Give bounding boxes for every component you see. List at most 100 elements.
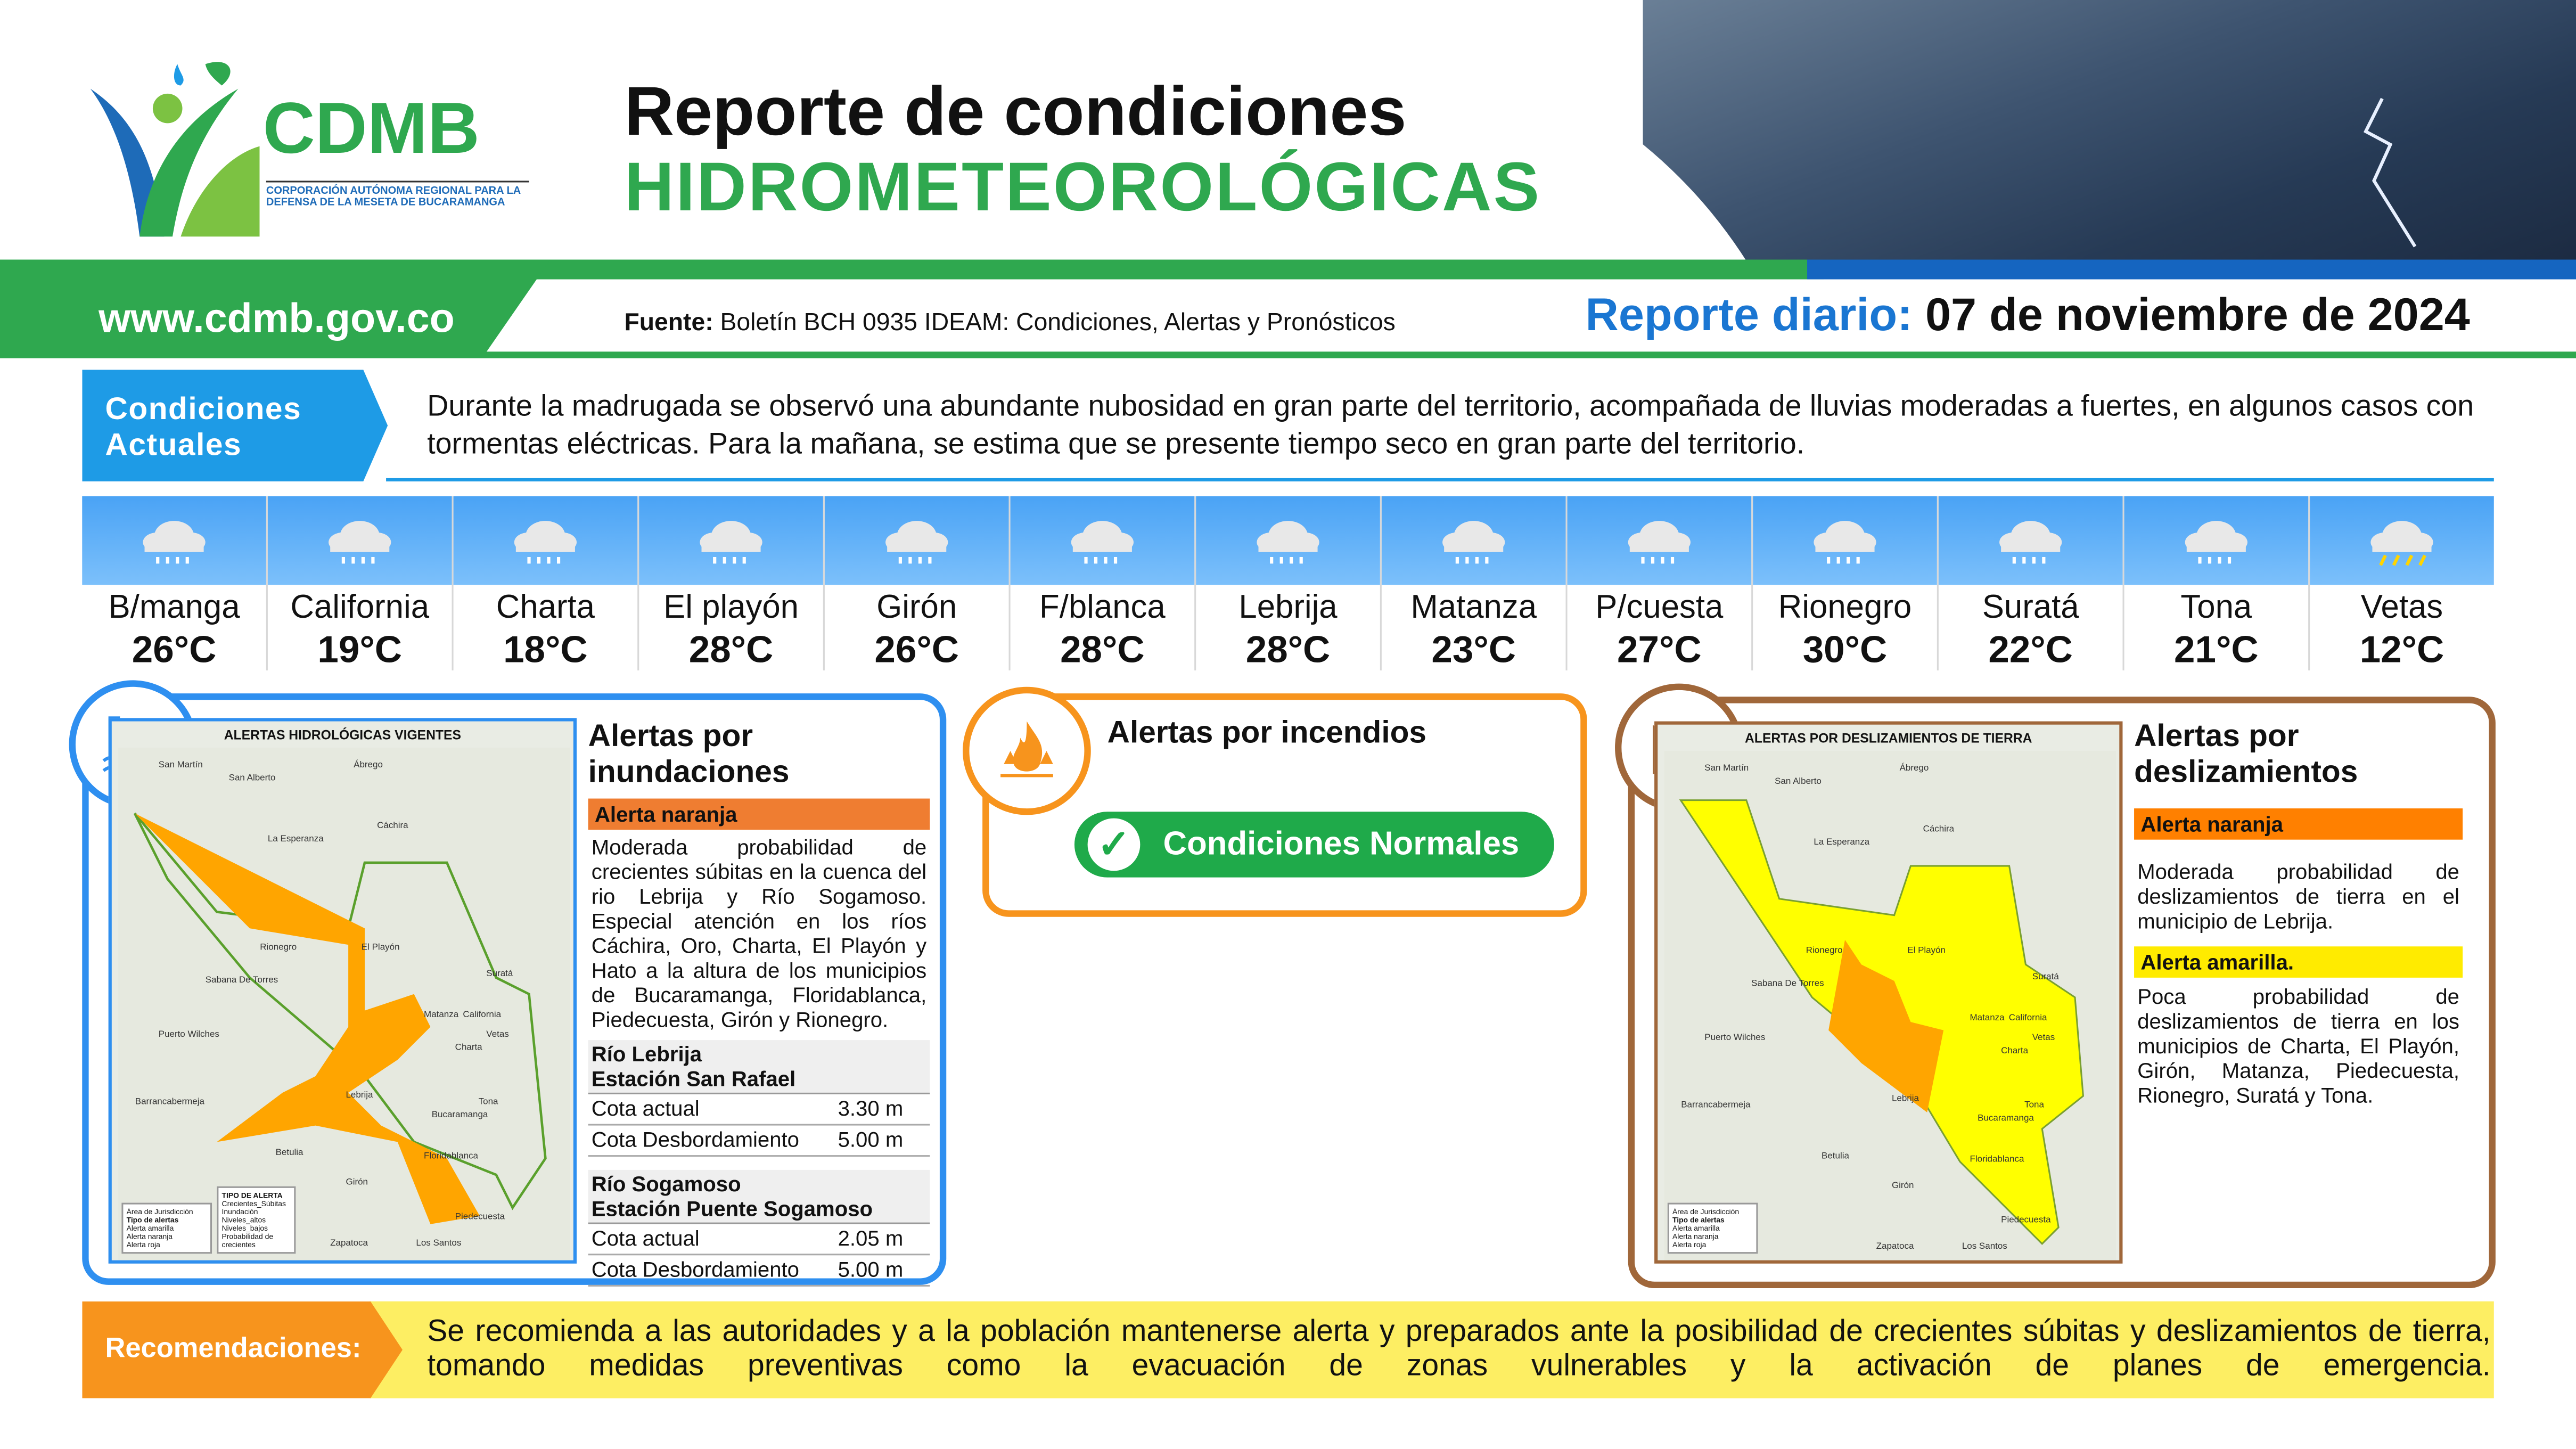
map-legend-alert-types: TIPO DE ALERTA Crecientes_Súbitas Inunda… <box>217 1186 296 1254</box>
map-place-label: San Martín <box>1704 764 1749 774</box>
landslide-alert-level: Alerta amarilla. <box>2134 946 2463 978</box>
city-name: California <box>290 590 430 626</box>
map-place-label: La Esperanza <box>267 835 324 845</box>
map-place-label: Matanza <box>1970 1013 2005 1024</box>
recommendations-bar <box>370 1301 2494 1398</box>
storm-banner-image <box>1643 0 2576 263</box>
landslide-alert-text: Poca probabilidad de deslizamientos de t… <box>2137 984 2459 1108</box>
map-place-label: Floridablanca <box>1970 1155 2024 1165</box>
station-header: Río Lebrija Estación San Rafael <box>588 1040 930 1094</box>
landslide-alert-details: Alertas por deslizamientos Alerta naranj… <box>2134 719 2463 1114</box>
legend-item: Alerta amarilla <box>1672 1224 1720 1233</box>
map-place-label: Lebrija <box>1891 1094 1919 1104</box>
fire-title: Alertas por incendios <box>1107 716 1427 751</box>
rain-cloud-icon <box>82 496 266 585</box>
map-place-label: Matanza <box>424 1010 459 1020</box>
city-name: P/cuesta <box>1595 590 1724 626</box>
map-place-label: Bucaramanga <box>1978 1115 2034 1125</box>
map-place-label: Ábrego <box>354 761 383 771</box>
map-place-label: Barrancabermeja <box>1681 1101 1751 1111</box>
map-place-label: Betulia <box>1822 1152 1849 1163</box>
row-label: Cota Desbordamiento <box>591 1127 799 1152</box>
table-row: Cota Desbordamiento 5.00 m <box>588 1126 930 1157</box>
map-place-label: Los Santos <box>1962 1242 2007 1253</box>
weather-item: F/blanca 28°C <box>1010 496 1196 670</box>
map-place-label: Sabana De Torres <box>205 976 278 987</box>
city-temperature: 26°C <box>874 627 959 670</box>
city-name: Charta <box>496 590 595 626</box>
map-place-label: California <box>2008 1013 2047 1024</box>
landslide-alert-map[interactable]: ALERTAS POR DESLIZAMIENTOS DE TIERRA Áre… <box>1654 721 2123 1264</box>
row-label: Cota actual <box>591 1225 700 1251</box>
city-name: Matanza <box>1410 590 1537 626</box>
landslide-alert-text: Moderada probabilidad de deslizamientos … <box>2137 859 2459 934</box>
city-name: Suratá <box>1982 590 2079 626</box>
map-place-label: Girón <box>1891 1182 1914 1192</box>
map-legend: Área de Jurisdicción Tipo de alertas Ale… <box>121 1202 212 1254</box>
legend-area: Área de Jurisdicción <box>126 1207 193 1216</box>
weather-item: P/cuesta 27°C <box>1567 496 1753 670</box>
row-value: 5.00 m <box>838 1127 904 1152</box>
map-place-label: Vetas <box>2032 1034 2055 1044</box>
legend-item: Niveles_altos <box>221 1216 266 1224</box>
map-place-label: San Martín <box>158 761 203 771</box>
fire-status-text: Condiciones Normales <box>1163 825 1520 862</box>
flood-alert-text: Moderada probabilidad de crecientes súbi… <box>591 834 927 1032</box>
city-temperature: 27°C <box>1617 627 1702 670</box>
map-place-label: Cáchira <box>377 822 408 832</box>
recommendations-text: Se recomienda a las autoridades y a la p… <box>427 1313 2491 1382</box>
source-label: Fuente: <box>624 309 713 337</box>
map-place-label: Sabana De Torres <box>1751 980 1824 990</box>
map-place-label: San Alberto <box>228 774 276 784</box>
city-temperature: 22°C <box>1988 627 2073 670</box>
station-header: Río Sogamoso Estación Puente Sogamoso <box>588 1169 930 1224</box>
map-place-label: El Playón <box>361 943 400 953</box>
map-place-label: Tona <box>2024 1101 2044 1111</box>
flood-alert-map[interactable]: ALERTAS HIDROLÓGICAS VIGENTES Área de Ju… <box>108 718 577 1264</box>
weather-item: California 19°C <box>267 496 454 670</box>
flood-alerts-panel: ALERTAS HIDROLÓGICAS VIGENTES Área de Ju… <box>69 680 947 1287</box>
station-name: Estación San Rafael <box>591 1066 796 1091</box>
weather-item: B/manga 26°C <box>82 496 268 670</box>
map-place-label: Puerto Wilches <box>1704 1034 1766 1044</box>
legend-item: Niveles_bajos <box>221 1224 268 1233</box>
legend-title: Tipo de alertas <box>126 1216 179 1224</box>
city-temperature: 26°C <box>132 627 217 670</box>
map-place-label: Rionegro <box>1806 946 1843 956</box>
city-temperature: 23°C <box>1431 627 1516 670</box>
row-label: Cota Desbordamiento <box>591 1257 799 1282</box>
legend-area: Área de Jurisdicción <box>1672 1207 1740 1216</box>
table-row: Cota actual 3.30 m <box>588 1094 930 1126</box>
flood-alert-level: Alerta naranja <box>588 798 930 830</box>
city-name: Tona <box>2180 590 2252 626</box>
rain-cloud-icon <box>1938 496 2123 585</box>
fire-status-badge: ✓ Condiciones Normales <box>1074 812 1554 878</box>
map-place-label: Betulia <box>275 1149 303 1159</box>
row-label: Cota actual <box>591 1096 700 1121</box>
city-temperature: 30°C <box>1802 627 1888 670</box>
divider <box>0 351 2576 358</box>
map-place-label: San Alberto <box>1775 777 1822 788</box>
fire-icon <box>963 686 1091 815</box>
rain-cloud-icon <box>2124 496 2309 585</box>
legend-item: Alerta naranja <box>126 1232 173 1241</box>
map-place-label: Floridablanca <box>424 1151 478 1162</box>
website-link[interactable]: www.cdmb.gov.co <box>0 259 551 355</box>
logo-subtitle: CORPORACIÓN AUTÓNOMA REGIONAL PARA LA DE… <box>266 181 529 209</box>
cdmb-logo: CDMB CORPORACIÓN AUTÓNOMA REGIONAL PARA … <box>82 56 529 240</box>
map-place-label: Rionegro <box>260 943 297 953</box>
logo-text: CDMB <box>262 88 480 169</box>
city-temperature: 21°C <box>2174 627 2259 670</box>
weather-item: Tona 21°C <box>2124 496 2310 670</box>
city-temperature: 28°C <box>1245 627 1331 670</box>
map-place-label: Tona <box>478 1098 498 1108</box>
city-temperature: 19°C <box>317 627 402 670</box>
landslide-alert-level: Alerta naranja <box>2134 808 2463 840</box>
rain-cloud-icon <box>1196 496 1380 585</box>
recommendations-label: Recomendaciones: <box>82 1301 403 1398</box>
weather-item: El playón 28°C <box>639 496 825 670</box>
rain-cloud-icon <box>1753 496 1937 585</box>
weather-item: Girón 26°C <box>824 496 1011 670</box>
rain-cloud-icon <box>1567 496 1752 585</box>
map-place-label: Suratá <box>2032 973 2059 984</box>
